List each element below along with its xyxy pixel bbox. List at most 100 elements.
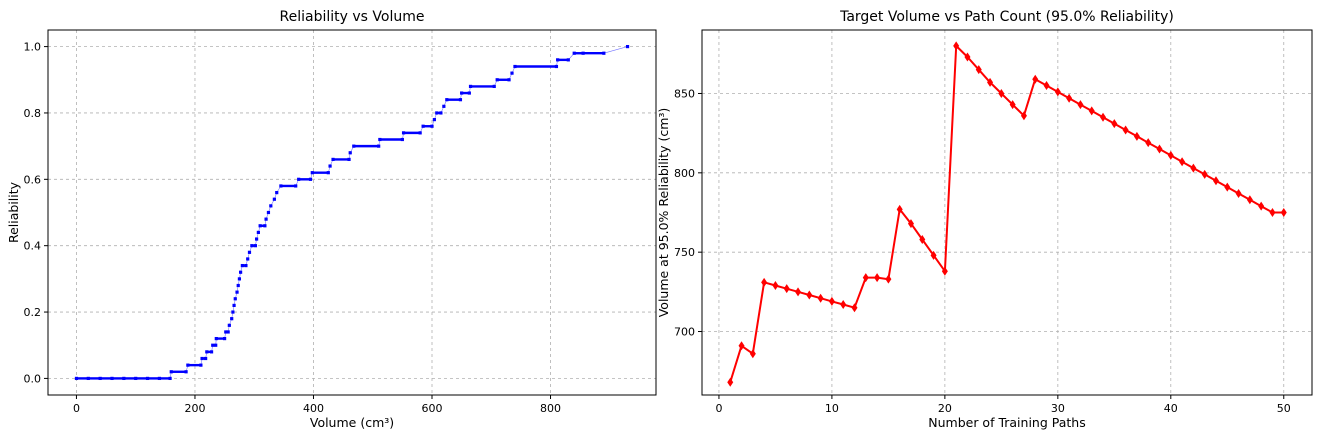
- data-point: [510, 71, 514, 75]
- data-point: [738, 341, 745, 351]
- data-point: [581, 51, 585, 55]
- data-point: [122, 376, 126, 381]
- data-point: [439, 111, 443, 115]
- data-point: [1246, 195, 1253, 205]
- data-point: [1258, 201, 1265, 211]
- data-point: [1212, 176, 1219, 186]
- data-point: [226, 330, 230, 334]
- data-point: [749, 349, 756, 359]
- data-point: [896, 204, 903, 214]
- data-point: [157, 376, 162, 381]
- data-point: [253, 244, 258, 248]
- data-point: [1235, 188, 1242, 198]
- data-point: [907, 219, 914, 229]
- data-point: [400, 137, 404, 142]
- data-point: [401, 131, 406, 135]
- data-point: [1133, 131, 1140, 141]
- y-tick-label: 1.0: [24, 41, 42, 54]
- data-point: [145, 376, 150, 381]
- data-point: [941, 266, 948, 276]
- data-point: [953, 41, 960, 51]
- data-point: [495, 78, 499, 82]
- x-tick-label: 200: [184, 402, 205, 415]
- data-point: [507, 78, 511, 82]
- data-point: [244, 263, 248, 268]
- data-point: [233, 297, 237, 301]
- data-point: [1009, 100, 1016, 110]
- data-point: [134, 376, 138, 381]
- data-point: [1066, 93, 1073, 103]
- series-line: [76, 46, 628, 379]
- data-point: [975, 65, 982, 75]
- data-point: [199, 363, 203, 367]
- data-point: [851, 303, 858, 313]
- data-point: [460, 91, 464, 95]
- data-point: [442, 104, 446, 108]
- data-point: [256, 230, 260, 235]
- data-point: [919, 234, 926, 244]
- data-point: [254, 237, 259, 241]
- data-point: [987, 77, 994, 87]
- volume-vs-path-count-chart: 0 10 20 30 40 50 700 750 800 850 Target Volume vs…: [656, 9, 1313, 430]
- data-point: [238, 270, 243, 274]
- data-point: [1077, 100, 1084, 110]
- data-point: [237, 277, 242, 281]
- data-point: [421, 124, 425, 128]
- data-point: [184, 370, 188, 374]
- data-point: [418, 131, 422, 135]
- data-point: [222, 336, 227, 341]
- y-tick-label: 0.4: [24, 240, 42, 253]
- x-tick-label: 10: [825, 402, 839, 415]
- data-point: [326, 171, 330, 175]
- data-point: [247, 250, 252, 254]
- data-point: [204, 356, 208, 361]
- data-point: [468, 84, 473, 89]
- data-point: [1100, 112, 1107, 122]
- x-tick-label: 30: [1051, 402, 1065, 415]
- x-tick-label: 50: [1277, 402, 1291, 415]
- data-point: [445, 98, 449, 102]
- reliability-vs-volume-chart: 0 200 400 600 800 0.0 0.2 0.4 0.6 0.8 1.0 Reliabil…: [6, 9, 657, 430]
- data-point: [862, 273, 869, 283]
- data-point: [885, 274, 892, 284]
- data-point: [168, 376, 172, 381]
- y-tick-label: 750: [674, 246, 695, 259]
- data-point: [74, 376, 79, 381]
- data-point: [1122, 125, 1129, 135]
- data-point: [467, 91, 471, 95]
- data-point: [572, 51, 576, 55]
- y-tick-label: 800: [674, 167, 695, 180]
- data-point: [998, 88, 1005, 98]
- data-point: [200, 356, 204, 361]
- data-point: [458, 98, 463, 102]
- data-point: [310, 171, 314, 175]
- data-point: [556, 58, 560, 62]
- data-point: [1179, 157, 1186, 167]
- data-point: [964, 52, 971, 62]
- data-point: [1054, 87, 1061, 97]
- data-point: [110, 376, 114, 381]
- y-axis-label: Reliability: [6, 181, 21, 243]
- data-point: [772, 281, 779, 290]
- data-point: [214, 343, 218, 347]
- x-tick-label: 40: [1164, 402, 1178, 415]
- data-point: [246, 257, 250, 261]
- data-point: [1156, 144, 1163, 154]
- plot-frame: [701, 29, 1313, 396]
- data-point: [269, 204, 273, 208]
- data-point: [98, 376, 102, 381]
- data-point: [232, 303, 236, 308]
- data-point: [227, 323, 231, 327]
- data-point: [186, 363, 190, 367]
- data-point: [235, 290, 239, 294]
- data-point: [874, 273, 881, 283]
- data-point: [795, 287, 802, 297]
- data-point: [430, 124, 434, 128]
- x-tick-label: 0: [73, 402, 80, 415]
- x-axis-label: Volume (cm³): [310, 415, 394, 430]
- data-point: [378, 137, 382, 142]
- data-point: [347, 157, 351, 162]
- chart-title: Target Volume vs Path Count (95.0% Relia…: [839, 9, 1174, 25]
- x-tick-label: 20: [938, 402, 952, 415]
